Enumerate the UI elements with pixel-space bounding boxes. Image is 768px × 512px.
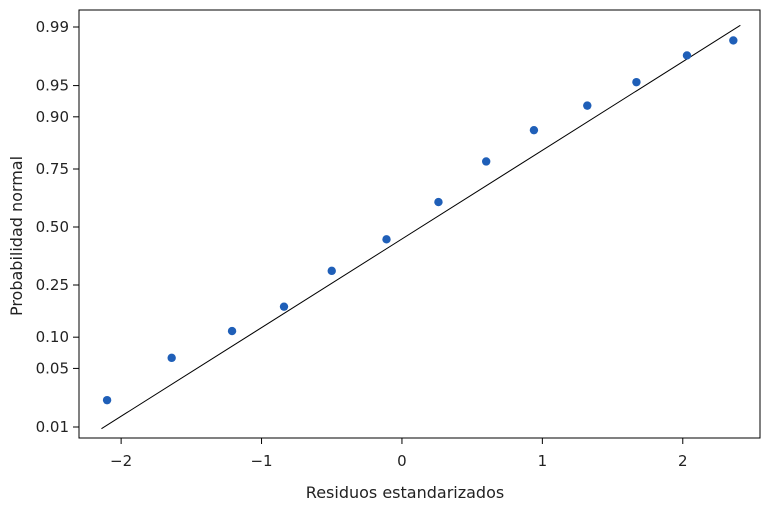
y-tick-label: 0.10 [36, 328, 69, 346]
x-axis-title: Residuos estandarizados [306, 483, 504, 502]
y-axis: 0.01 0.05 0.10 0.25 0.50 0.75 0.90 0.95 0.99 [36, 18, 79, 436]
data-point [682, 51, 692, 60]
data-point [227, 326, 237, 336]
y-tick-label: 0.95 [36, 77, 69, 95]
x-axis: −2 −1 0 1 2 [110, 438, 688, 470]
x-tick-label: 2 [678, 452, 688, 470]
y-tick-label: 0.90 [36, 108, 69, 126]
data-point [729, 36, 738, 45]
data-point [167, 353, 176, 363]
reference-line [101, 24, 741, 430]
x-tick-label: 0 [397, 452, 407, 470]
y-tick-label: 0.75 [36, 160, 69, 178]
data-point [434, 197, 443, 207]
data-point [632, 77, 641, 87]
data-point [327, 266, 336, 276]
y-axis-title: Probabilidad normal [7, 156, 26, 316]
data-point [382, 235, 391, 244]
data-point [529, 125, 539, 135]
x-tick-label: 1 [538, 452, 548, 470]
data-point [102, 395, 112, 405]
x-tick-label: −1 [250, 452, 272, 470]
data-points [102, 36, 738, 405]
y-tick-label: 0.05 [36, 359, 69, 377]
data-point [583, 101, 592, 110]
y-tick-label: 0.99 [36, 18, 69, 36]
data-point [279, 302, 289, 311]
data-point [481, 157, 491, 166]
y-tick-label: 0.25 [36, 276, 69, 294]
y-tick-label: 0.50 [36, 218, 69, 236]
plot-frame [78, 9, 761, 439]
x-tick-label: −2 [110, 452, 132, 470]
y-tick-label: 0.01 [36, 418, 69, 436]
